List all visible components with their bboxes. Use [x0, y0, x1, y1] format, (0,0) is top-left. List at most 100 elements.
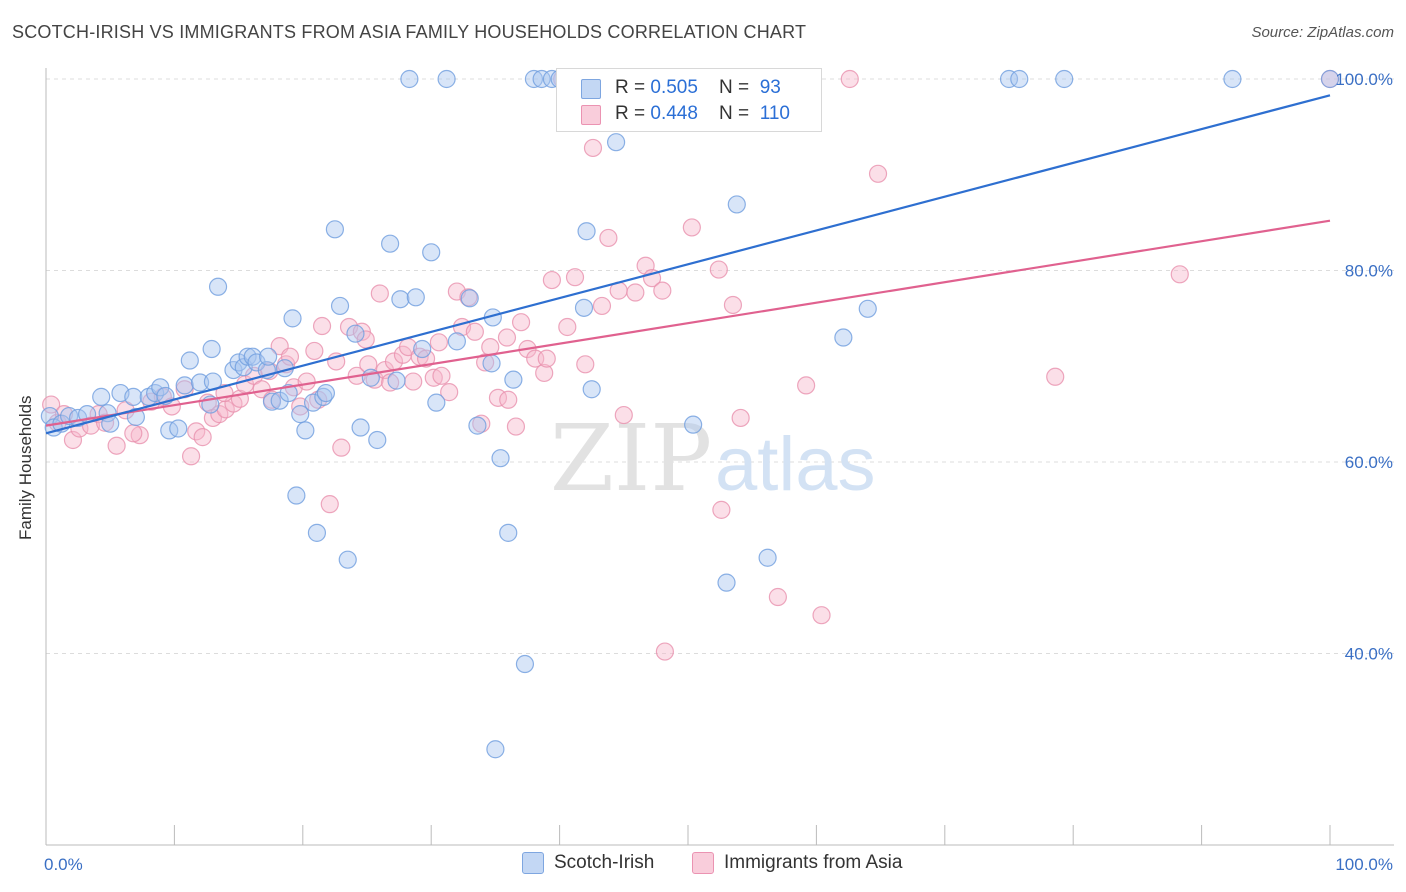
data-point-scotch-irish — [437, 69, 456, 89]
data-point-scotch-irish — [296, 421, 315, 440]
data-point-immigrants-from-asia — [712, 500, 731, 519]
data-point-scotch-irish — [1010, 69, 1029, 89]
data-point-immigrants-from-asia — [42, 395, 61, 414]
data-point-immigrants-from-asia — [576, 355, 595, 374]
data-point-immigrants-from-asia — [599, 228, 618, 248]
legend-r-label: R = — [615, 103, 651, 124]
trend-line-immigrants-from-asia — [45, 219, 1331, 427]
legend-swatch-immigrants-from-asia — [692, 852, 714, 874]
legend-r-value: 0.448 — [650, 103, 698, 124]
data-point-scotch-irish — [92, 387, 111, 406]
data-point-scotch-irish — [180, 351, 199, 370]
data-point-immigrants-from-asia — [432, 366, 451, 385]
data-point-immigrants-from-asia — [558, 317, 577, 337]
data-point-scotch-irish — [413, 339, 432, 359]
series-scotch-irish — [40, 69, 1340, 759]
data-point-scotch-irish — [758, 548, 777, 567]
data-point-immigrants-from-asia — [181, 447, 201, 466]
data-point-immigrants-from-asia — [535, 363, 554, 383]
data-point-scotch-irish — [491, 449, 510, 468]
grid-lines — [46, 78, 1394, 654]
data-point-immigrants-from-asia — [542, 270, 561, 290]
data-point-scotch-irish — [422, 243, 441, 262]
data-point-scotch-irish — [351, 418, 370, 437]
data-point-immigrants-from-asia — [653, 281, 672, 300]
data-point-immigrants-from-asia — [309, 390, 328, 409]
data-point-immigrants-from-asia — [840, 69, 859, 89]
legend-swatch-pink — [581, 105, 601, 125]
data-point-scotch-irish — [574, 298, 594, 317]
data-point-scotch-irish — [169, 419, 188, 438]
stats-legend: R = 0.505 N = 93 R = 0.448 N = 110 — [556, 68, 822, 132]
data-point-scotch-irish — [316, 383, 336, 403]
legend-r-label: R = — [615, 77, 651, 98]
data-point-immigrants-from-asia — [297, 372, 316, 391]
data-point-scotch-irish — [727, 195, 746, 214]
data-point-scotch-irish — [346, 324, 365, 343]
trend-lines — [45, 94, 1331, 435]
data-point-scotch-irish — [1223, 69, 1242, 89]
data-point-immigrants-from-asia — [370, 284, 389, 303]
legend-label-immigrants-from-asia: Immigrants from Asia — [724, 852, 903, 873]
chart-source: Source: ZipAtlas.com — [1251, 24, 1394, 41]
data-point-immigrants-from-asia — [583, 138, 603, 158]
data-point-scotch-irish — [400, 69, 419, 89]
data-point-scotch-irish — [524, 69, 544, 89]
data-point-scotch-irish — [1320, 69, 1340, 89]
legend-n-value: 93 — [759, 77, 781, 98]
data-point-scotch-irish — [259, 347, 278, 366]
y-tick-label: 80.0% — [1345, 262, 1393, 281]
data-point-immigrants-from-asia — [416, 349, 436, 368]
data-point-immigrants-from-asia — [506, 417, 526, 436]
data-point-immigrants-from-asia — [497, 328, 517, 347]
data-point-scotch-irish — [858, 299, 877, 318]
data-point-scotch-irish — [387, 371, 406, 390]
data-point-immigrants-from-asia — [1046, 367, 1065, 386]
data-point-scotch-irish — [202, 339, 221, 359]
tick-labels: 40.0% 60.0% 80.0% 100.0% 0.0% 100.0% — [44, 70, 1393, 874]
data-point-scotch-irish — [1055, 69, 1074, 89]
data-point-immigrants-from-asia — [312, 316, 332, 336]
data-point-scotch-irish — [279, 383, 298, 403]
legend-n-label: N = — [719, 77, 755, 98]
data-point-scotch-irish — [582, 380, 601, 399]
data-point-immigrants-from-asia — [381, 373, 400, 392]
data-point-immigrants-from-asia — [731, 408, 750, 428]
data-point-immigrants-from-asia — [465, 322, 484, 341]
data-point-immigrants-from-asia — [655, 642, 674, 661]
data-point-scotch-irish — [124, 387, 143, 406]
data-point-scotch-irish — [486, 740, 505, 759]
data-point-immigrants-from-asia — [511, 313, 531, 332]
data-point-scotch-irish — [504, 370, 523, 389]
legend-r-value: 0.505 — [650, 77, 698, 98]
data-point-immigrants-from-asia — [320, 495, 339, 514]
data-point-scotch-irish — [303, 393, 323, 412]
data-point-immigrants-from-asia — [499, 390, 518, 409]
data-point-scotch-irish — [427, 393, 446, 412]
axes — [45, 68, 1394, 846]
series-immigrants-from-asia — [42, 69, 1340, 661]
data-point-immigrants-from-asia — [440, 383, 459, 402]
data-point-scotch-irish — [146, 383, 165, 403]
y-tick-label: 60.0% — [1345, 453, 1393, 472]
data-point-immigrants-from-asia — [130, 426, 149, 445]
data-point-immigrants-from-asia — [359, 355, 378, 374]
data-point-scotch-irish — [338, 550, 357, 569]
data-point-immigrants-from-asia — [459, 288, 478, 307]
legend-n-label: N = — [719, 103, 755, 124]
data-point-immigrants-from-asia — [193, 428, 212, 447]
data-point-immigrants-from-asia — [476, 353, 495, 372]
data-point-scotch-irish — [577, 222, 596, 241]
legend-n-value: 110 — [759, 103, 790, 124]
data-point-immigrants-from-asia — [709, 260, 728, 279]
series-legend: Scotch-Irish Immigrants from Asia — [0, 850, 1406, 880]
data-point-scotch-irish — [499, 523, 518, 542]
data-point-scotch-irish — [287, 486, 306, 505]
data-point-immigrants-from-asia — [592, 296, 612, 316]
data-point-immigrants-from-asia — [797, 376, 816, 395]
data-point-immigrants-from-asia — [429, 333, 449, 352]
data-point-scotch-irish — [606, 133, 626, 152]
legend-swatch-scotch-irish — [522, 852, 544, 874]
data-point-immigrants-from-asia — [1170, 265, 1189, 284]
data-point-scotch-irish — [368, 430, 387, 450]
